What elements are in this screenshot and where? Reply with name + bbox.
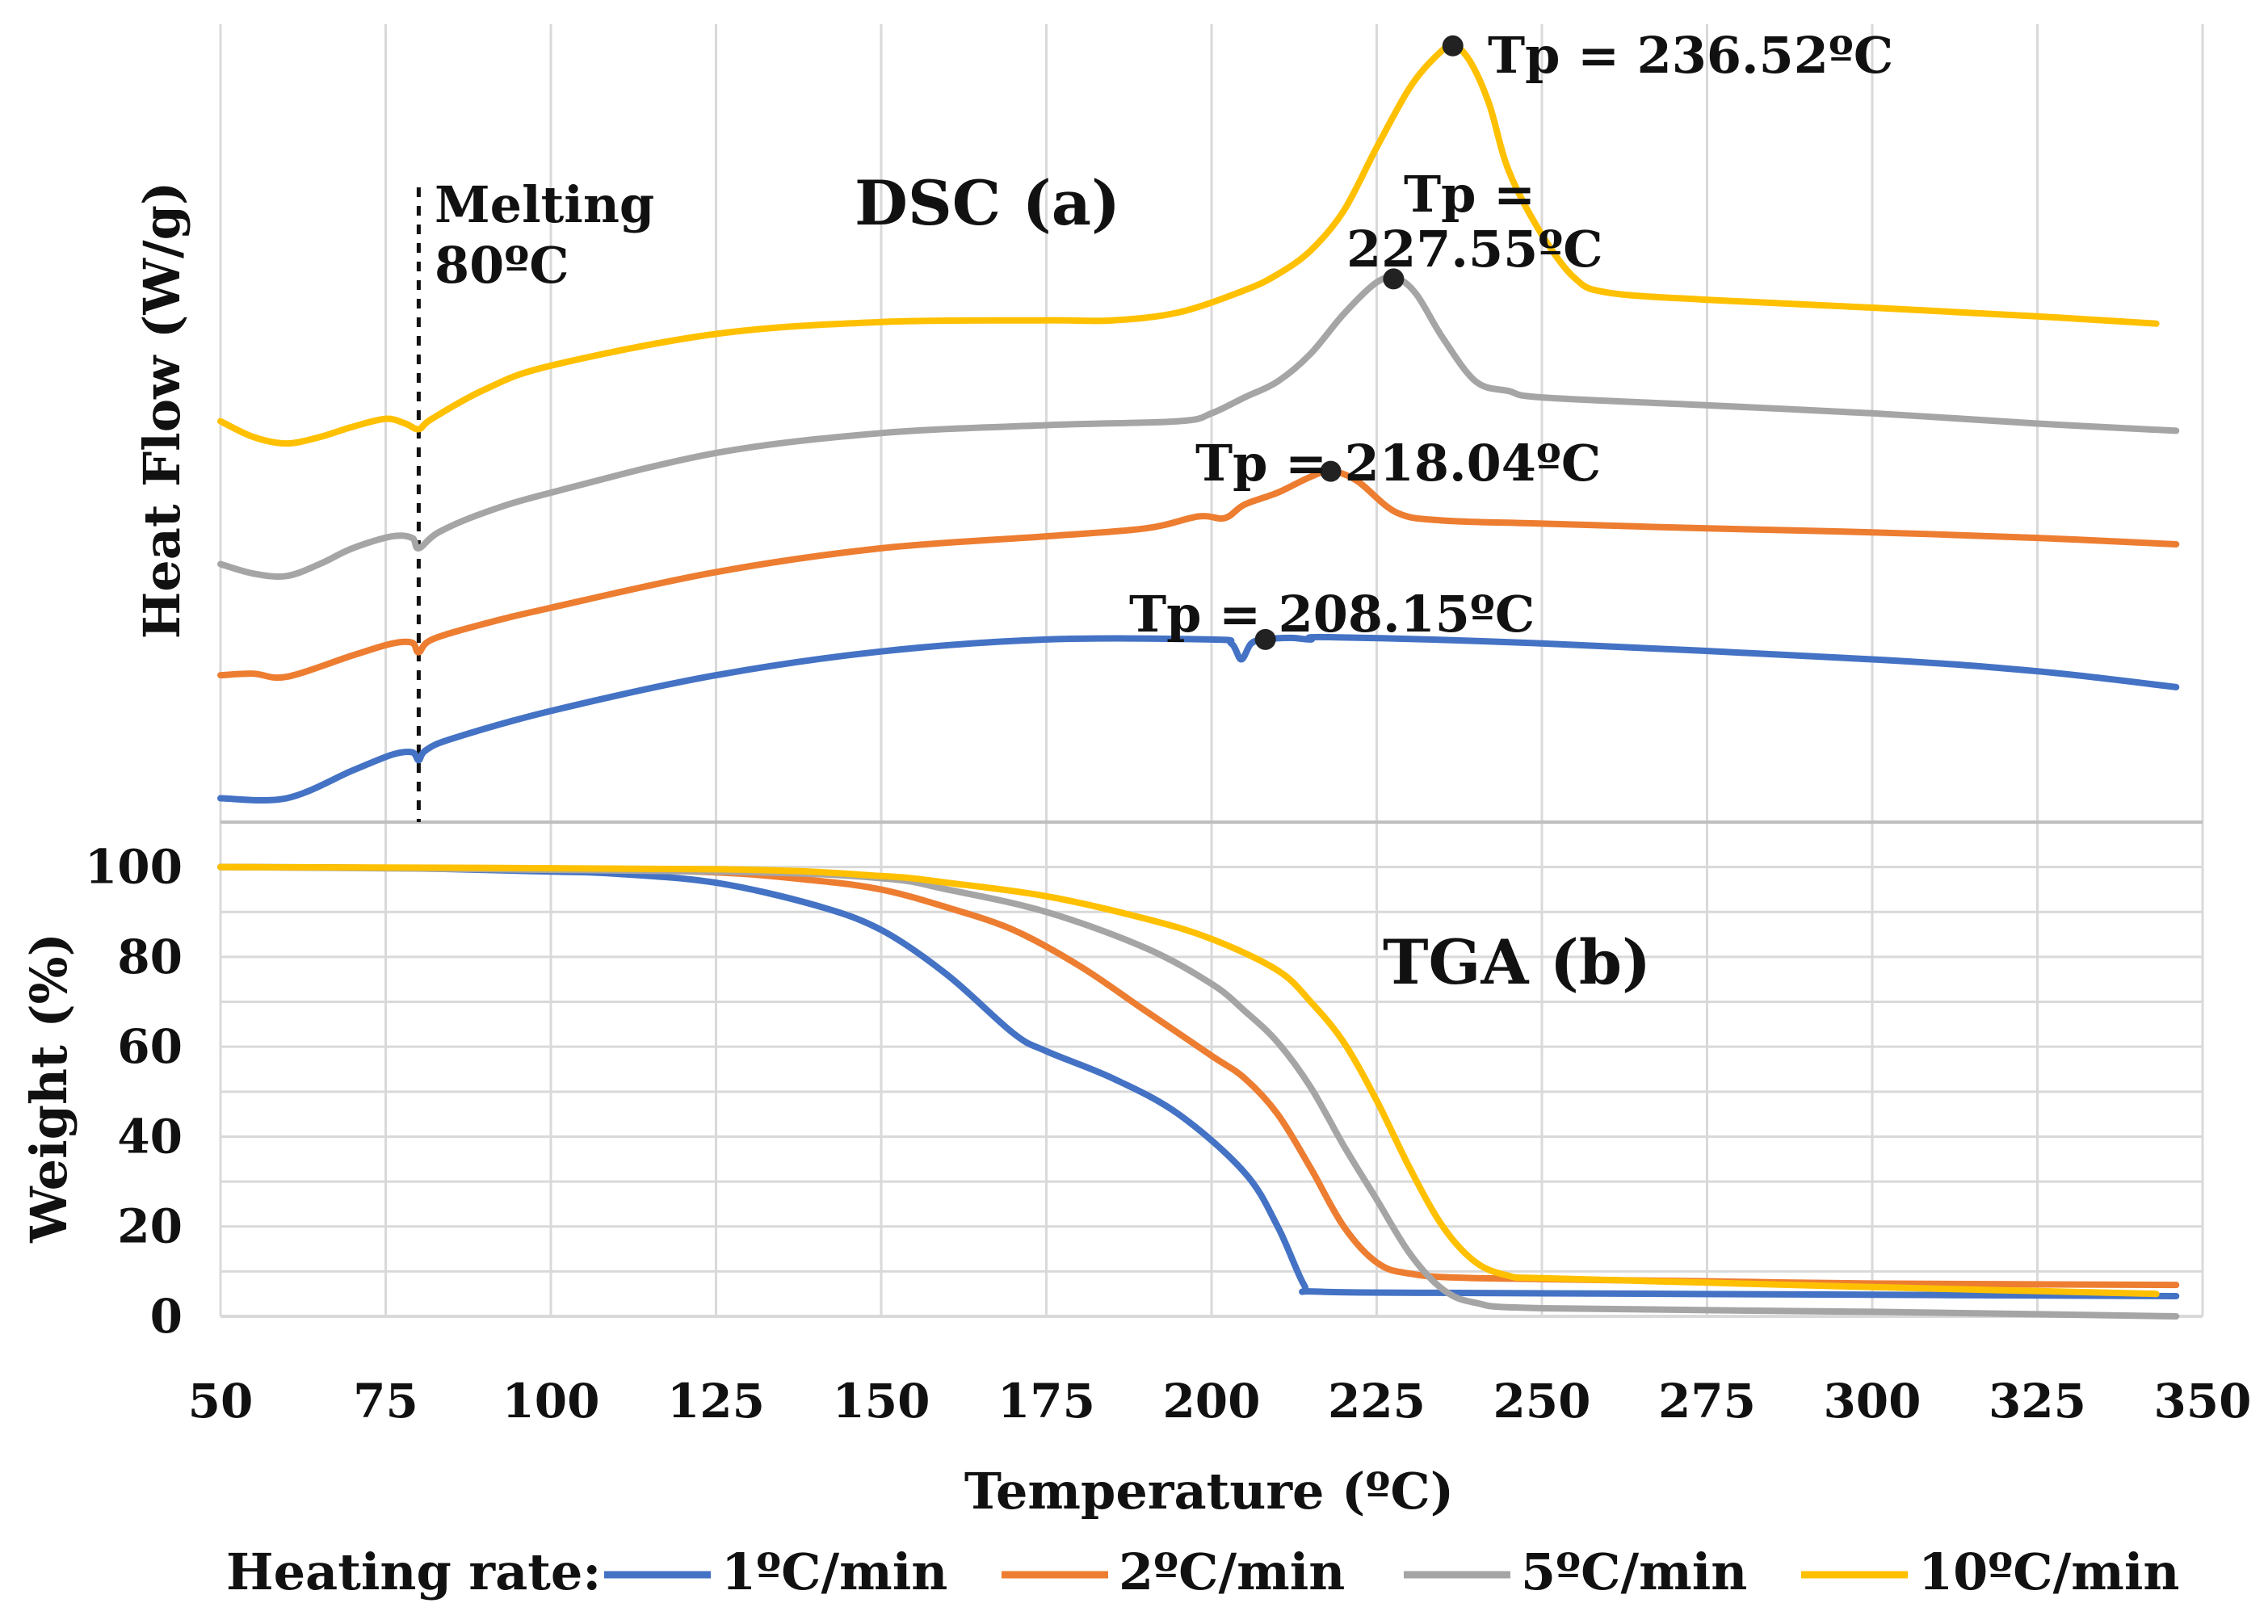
peak-marker-3 xyxy=(1383,268,1405,290)
melting-label-line2: 80ºC xyxy=(435,236,569,295)
y-tick-label: 60 xyxy=(117,1019,183,1074)
tga-y-axis-title: Weight (%) xyxy=(19,933,78,1244)
peak-label-3-line1: Tp = xyxy=(1404,165,1535,224)
peak-label-3-line2: 227.55ºC xyxy=(1346,220,1603,279)
legend-title: Heating rate: xyxy=(226,1542,601,1601)
y-tick-label: 0 xyxy=(150,1289,183,1344)
legend-label-2: 2ºC/min xyxy=(1119,1542,1345,1601)
dsc-y-axis-title: Heat Flow (W/g) xyxy=(132,182,191,640)
x-tick-label: 350 xyxy=(2153,1374,2251,1429)
x-tick-label: 125 xyxy=(667,1374,765,1429)
x-tick-label: 200 xyxy=(1162,1374,1260,1429)
peak-label-1: Tp = 208.15ºC xyxy=(1129,585,1535,644)
tga-series-line-2 xyxy=(217,863,2180,1289)
peak-marker-4 xyxy=(1442,35,1464,57)
x-tick-label: 100 xyxy=(502,1374,599,1429)
legend-label-3: 5ºC/min xyxy=(1521,1542,1747,1601)
legend-label-1: 1ºC/min xyxy=(721,1542,947,1601)
peak-markers xyxy=(1254,35,1464,650)
series-lines xyxy=(217,42,2180,1320)
x-tick-label: 300 xyxy=(1823,1374,1921,1429)
tga-y-tick-labels: 0 20 40 60 80 100 xyxy=(85,840,183,1344)
x-tick-label: 225 xyxy=(1328,1374,1426,1429)
y-tick-label: 40 xyxy=(117,1109,183,1164)
legend: Heating rate: 1ºC/min 2ºC/min 5ºC/min 10… xyxy=(226,1542,2180,1601)
y-tick-label: 20 xyxy=(117,1199,183,1254)
gridlines xyxy=(219,24,2204,1318)
x-tick-label: 175 xyxy=(998,1374,1095,1429)
legend-label-4: 10ºC/min xyxy=(1918,1542,2180,1601)
melting-label-line1: Melting xyxy=(435,175,654,234)
x-axis-title: Temperature (ºC) xyxy=(964,1462,1454,1521)
x-tick-label: 50 xyxy=(188,1374,254,1429)
tga-series-line-4 xyxy=(217,863,2160,1298)
x-tick-label: 275 xyxy=(1658,1374,1756,1429)
x-tick-labels: 50 75 100 125 150 175 200 225 250 275 30… xyxy=(188,1374,2252,1429)
peak-label-2: Tp = 218.04ºC xyxy=(1195,434,1601,493)
x-tick-label: 75 xyxy=(353,1374,418,1429)
y-tick-label: 100 xyxy=(85,840,183,895)
tga-panel-title: TGA (b) xyxy=(1383,926,1651,998)
peak-label-4: Tp = 236.52ºC xyxy=(1488,26,1893,85)
peak-marker-2 xyxy=(1320,460,1342,482)
x-tick-label: 250 xyxy=(1493,1374,1590,1429)
dsc-series-line-4 xyxy=(217,42,2160,447)
dsc-series-line-1 xyxy=(217,633,2180,804)
y-tick-label: 80 xyxy=(117,929,183,984)
peak-marker-1 xyxy=(1254,628,1276,650)
dsc-panel-title: DSC (a) xyxy=(855,167,1120,239)
dsc-series-line-3 xyxy=(217,274,2180,580)
dsc-series-line-2 xyxy=(217,468,2180,682)
x-tick-label: 325 xyxy=(1989,1374,2086,1429)
x-tick-label: 150 xyxy=(832,1374,930,1429)
